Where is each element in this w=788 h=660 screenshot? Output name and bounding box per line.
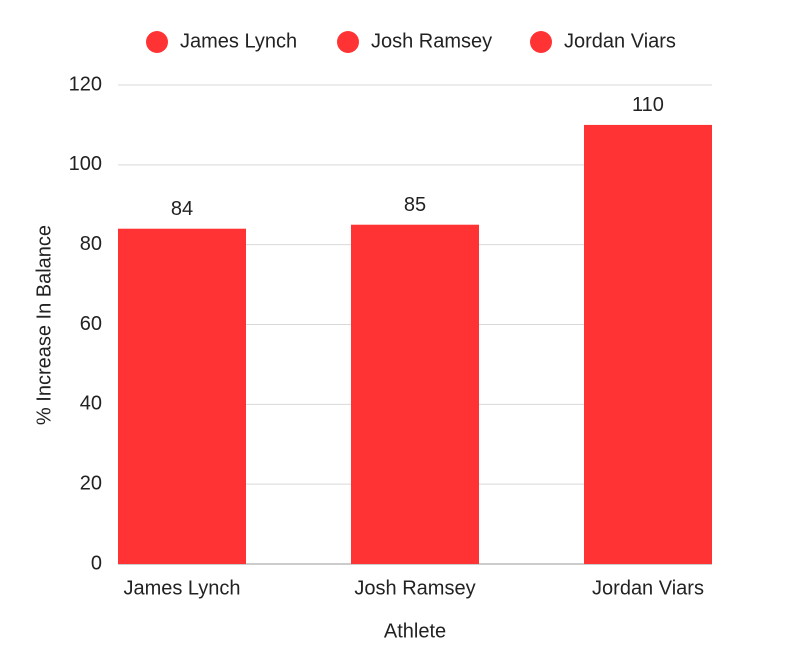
y-tick-label: 40 [80, 393, 102, 415]
data-label: 84 [171, 198, 193, 220]
legend-label: James Lynch [180, 30, 297, 52]
y-tick-label: 20 [80, 472, 102, 494]
y-tick-label: 100 [69, 153, 102, 175]
x-axis-title: Athlete [384, 620, 446, 642]
legend-label: Josh Ramsey [371, 30, 492, 52]
legend-marker [337, 31, 359, 53]
bar [584, 124, 712, 565]
y-tick-label: 120 [69, 73, 102, 95]
y-tick-label: 80 [80, 233, 102, 255]
x-tick-label: James Lynch [123, 577, 240, 599]
x-tick-label: Jordan Viars [592, 577, 704, 599]
y-tick-label: 60 [80, 313, 102, 335]
legend-marker [530, 31, 552, 53]
bar [118, 228, 246, 564]
y-axis-title: % Increase In Balance [33, 225, 55, 425]
data-label: 110 [632, 94, 664, 116]
bar [351, 224, 479, 565]
data-label: 85 [404, 194, 426, 216]
legend-marker [146, 31, 168, 53]
x-tick-label: Josh Ramsey [354, 577, 475, 599]
y-tick-label: 0 [91, 552, 102, 574]
legend-label: Jordan Viars [564, 30, 676, 52]
